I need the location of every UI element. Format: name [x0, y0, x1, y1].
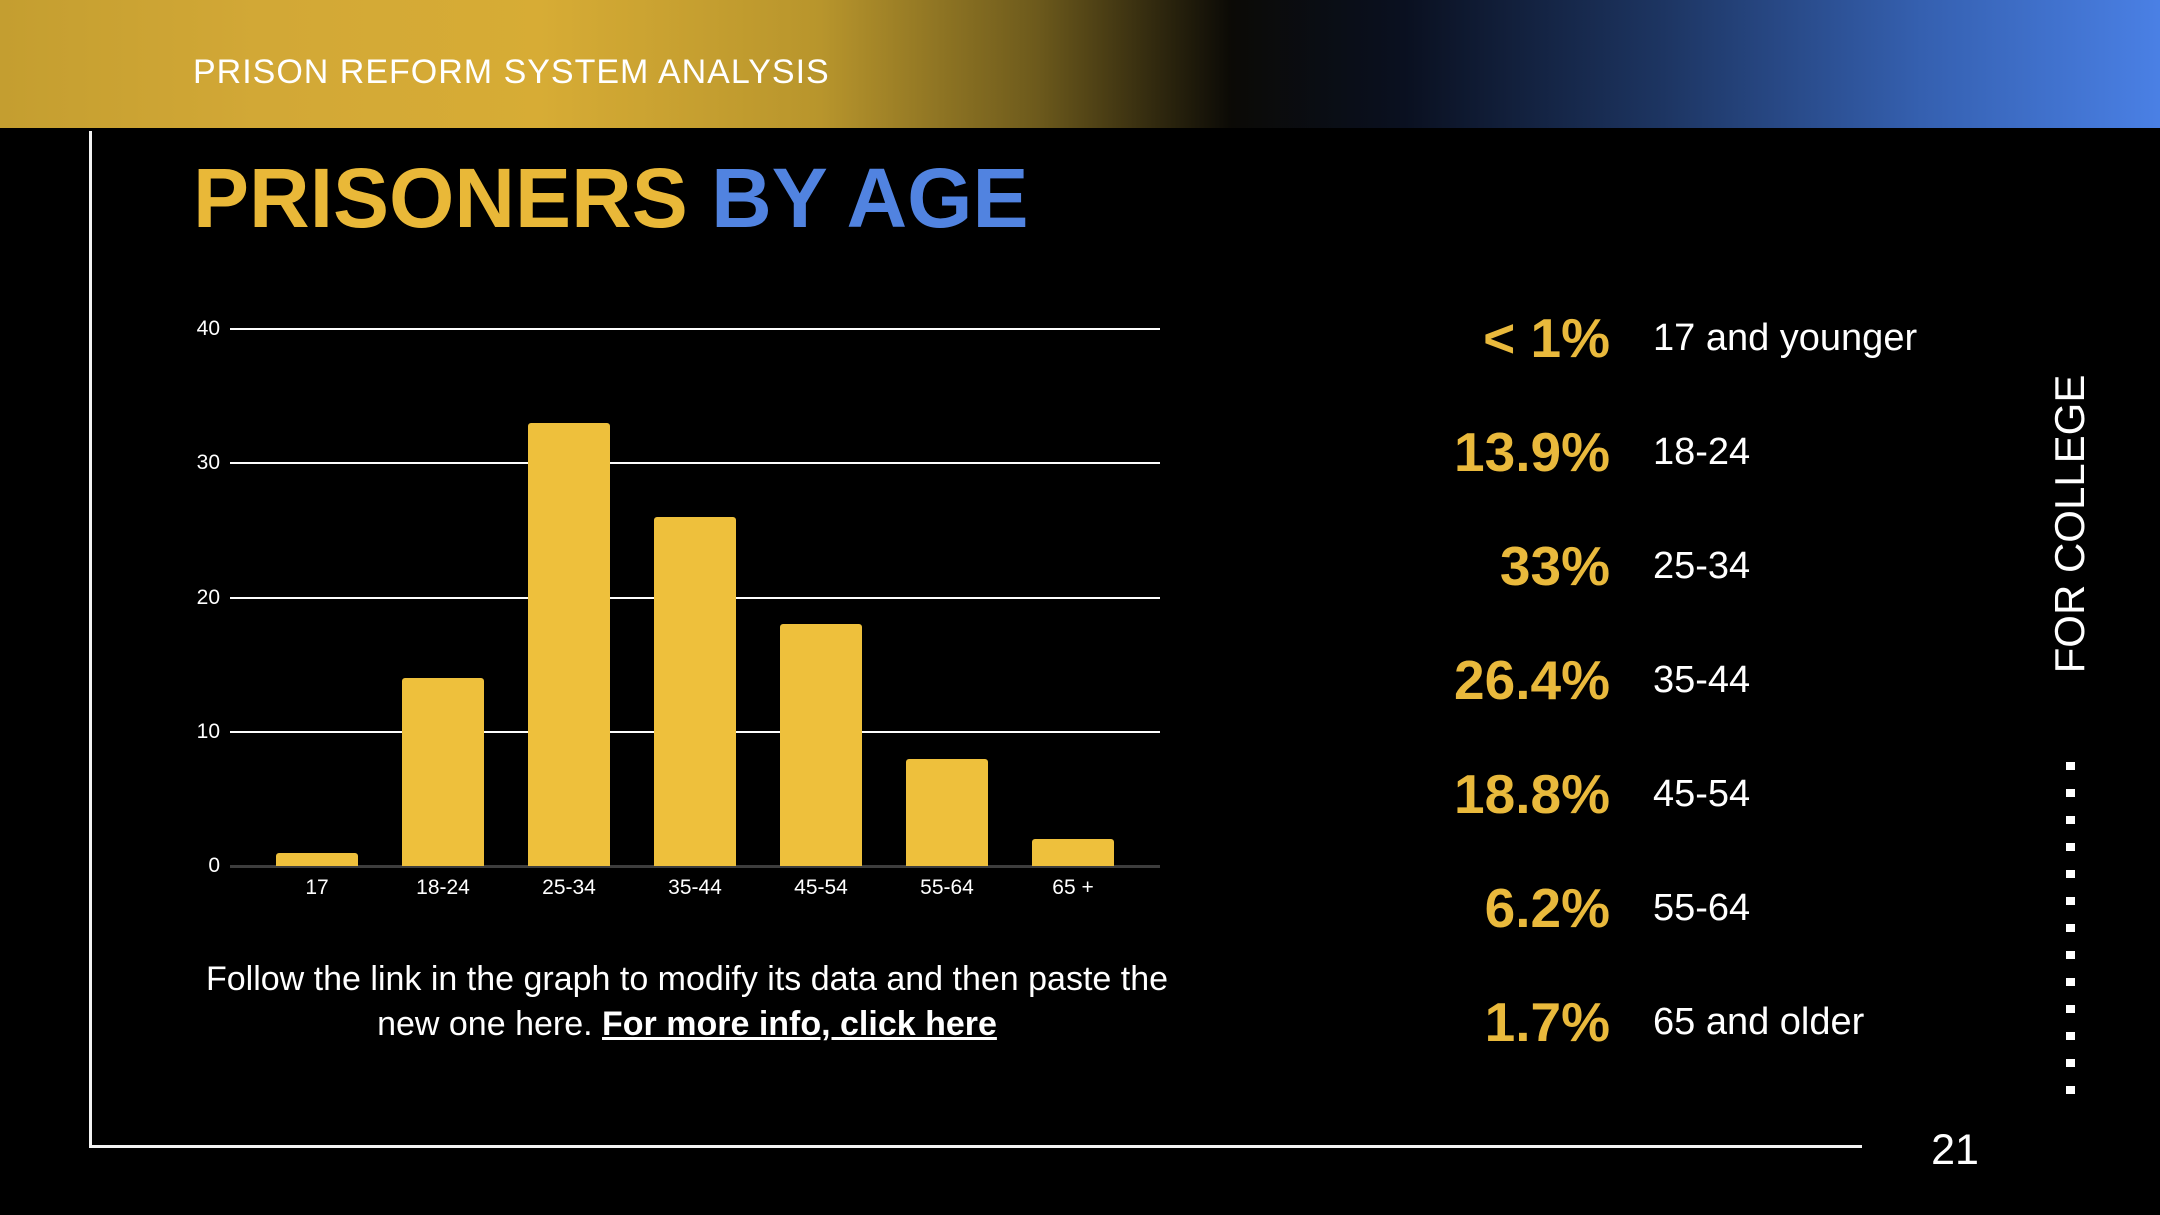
y-tick-label: 30 — [196, 451, 220, 475]
page-number: 21 — [1931, 1126, 1979, 1174]
footnote-line1: Follow the link in the graph to modify i… — [205, 960, 1169, 998]
x-tick-label: 65 + — [1052, 876, 1094, 899]
x-tick-label: 18-24 — [416, 876, 470, 899]
stat-row: 13.9% 18-24 — [1330, 395, 1990, 509]
bar — [276, 853, 358, 866]
frame-left-line — [89, 131, 92, 1148]
x-tick-label: 55-64 — [920, 876, 974, 899]
frame-bottom-line — [89, 1145, 1862, 1148]
stat-label: 45-54 — [1653, 772, 1751, 815]
stat-percent: < 1% — [1483, 307, 1610, 369]
gridline — [230, 462, 1160, 465]
stat-percent: 1.7% — [1484, 991, 1610, 1053]
stat-label: 65 and older — [1653, 1000, 1865, 1043]
x-tick-label: 17 — [305, 876, 329, 899]
page-title-blue-part: BY AGE — [687, 151, 1029, 245]
stat-percent: 26.4% — [1454, 649, 1610, 711]
x-tick-label: 35-44 — [668, 876, 722, 899]
stat-label: 55-64 — [1653, 886, 1751, 929]
stat-row: < 1% 17 and younger — [1330, 281, 1990, 395]
page-title-gold-part: PRISONERS — [193, 151, 688, 245]
stat-label: 17 and younger — [1653, 316, 1918, 359]
y-tick-label: 20 — [196, 585, 220, 609]
bar — [906, 759, 988, 866]
x-tick-label: 45-54 — [794, 876, 848, 899]
stat-label: 18-24 — [1653, 430, 1751, 473]
stat-label: 25-34 — [1653, 544, 1751, 587]
bar — [1032, 839, 1114, 866]
page-title: PRISONERS BY AGE — [193, 148, 1029, 248]
stat-percent: 18.8% — [1454, 763, 1610, 825]
bar — [528, 423, 610, 866]
stat-row: 18.8% 45-54 — [1330, 737, 1990, 851]
dotted-line-decoration — [2066, 762, 2075, 1094]
chart-footnote: Follow the link in the graph to modify i… — [187, 957, 1187, 1047]
y-tick-label: 0 — [208, 854, 220, 877]
more-info-link[interactable]: For more info, click here — [602, 1005, 997, 1043]
stat-row: 26.4% 35-44 — [1330, 623, 1990, 737]
y-tick-label: 40 — [196, 317, 220, 340]
gridline — [230, 328, 1160, 330]
y-tick-label: 10 — [196, 719, 220, 743]
stat-percent: 13.9% — [1454, 421, 1610, 483]
bar — [654, 517, 736, 866]
bar — [780, 624, 862, 866]
side-vertical-label: FOR COLLEGE — [2046, 374, 2093, 674]
x-tick-label: 25-34 — [542, 876, 596, 899]
stat-row: 1.7% 65 and older — [1330, 965, 1990, 1079]
x-axis-line — [230, 865, 1160, 868]
stat-row: 33% 25-34 — [1330, 509, 1990, 623]
header-title: PRISON REFORM SYSTEM ANALYSIS — [193, 52, 830, 91]
bar — [402, 678, 484, 866]
footnote-line2: new one here. — [377, 1005, 603, 1043]
slide-header-bar: PRISON REFORM SYSTEM ANALYSIS — [0, 0, 2160, 128]
stat-row: 6.2% 55-64 — [1330, 851, 1990, 965]
stat-percent: 33% — [1499, 535, 1610, 597]
stat-label: 35-44 — [1653, 658, 1751, 701]
stat-percent: 6.2% — [1484, 877, 1610, 939]
